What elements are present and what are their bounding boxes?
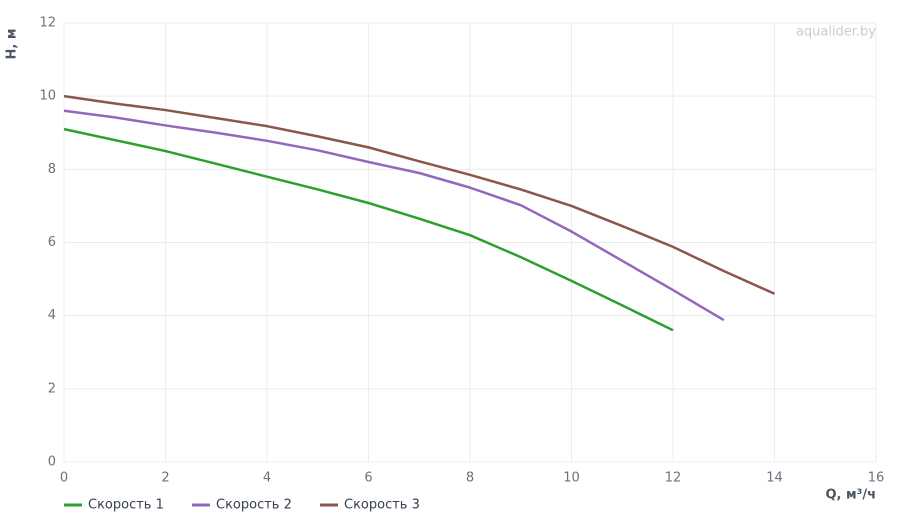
series-line [63, 109, 725, 322]
y-tick-label: 0 [48, 455, 56, 470]
x-tick-label: 0 [60, 471, 68, 486]
y-tick-label: 10 [39, 89, 56, 104]
watermark: aqualider.by [796, 25, 876, 40]
legend-label: Скорость 1 [88, 498, 164, 513]
x-axis-label: Q, м³/ч [825, 488, 876, 503]
y-tick-label: 4 [48, 308, 56, 323]
legend-label: Скорость 3 [344, 498, 420, 513]
legend-label: Скорость 2 [216, 498, 292, 513]
y-tick-label: 6 [48, 235, 56, 250]
y-axis-label: H, м [5, 29, 20, 60]
x-tick-label: 2 [161, 471, 169, 486]
y-tick-label: 12 [39, 16, 56, 31]
x-tick-label: 14 [766, 471, 783, 486]
y-tick-label: 2 [48, 381, 56, 396]
x-tick-label: 16 [868, 471, 885, 486]
y-tick-label: 8 [48, 162, 56, 177]
series-line [63, 127, 674, 332]
x-tick-label: 4 [263, 471, 271, 486]
x-tick-label: 8 [466, 471, 474, 486]
x-tick-label: 6 [364, 471, 372, 486]
series-line [63, 94, 776, 295]
x-tick-label: 12 [665, 471, 682, 486]
x-tick-label: 10 [563, 471, 580, 486]
